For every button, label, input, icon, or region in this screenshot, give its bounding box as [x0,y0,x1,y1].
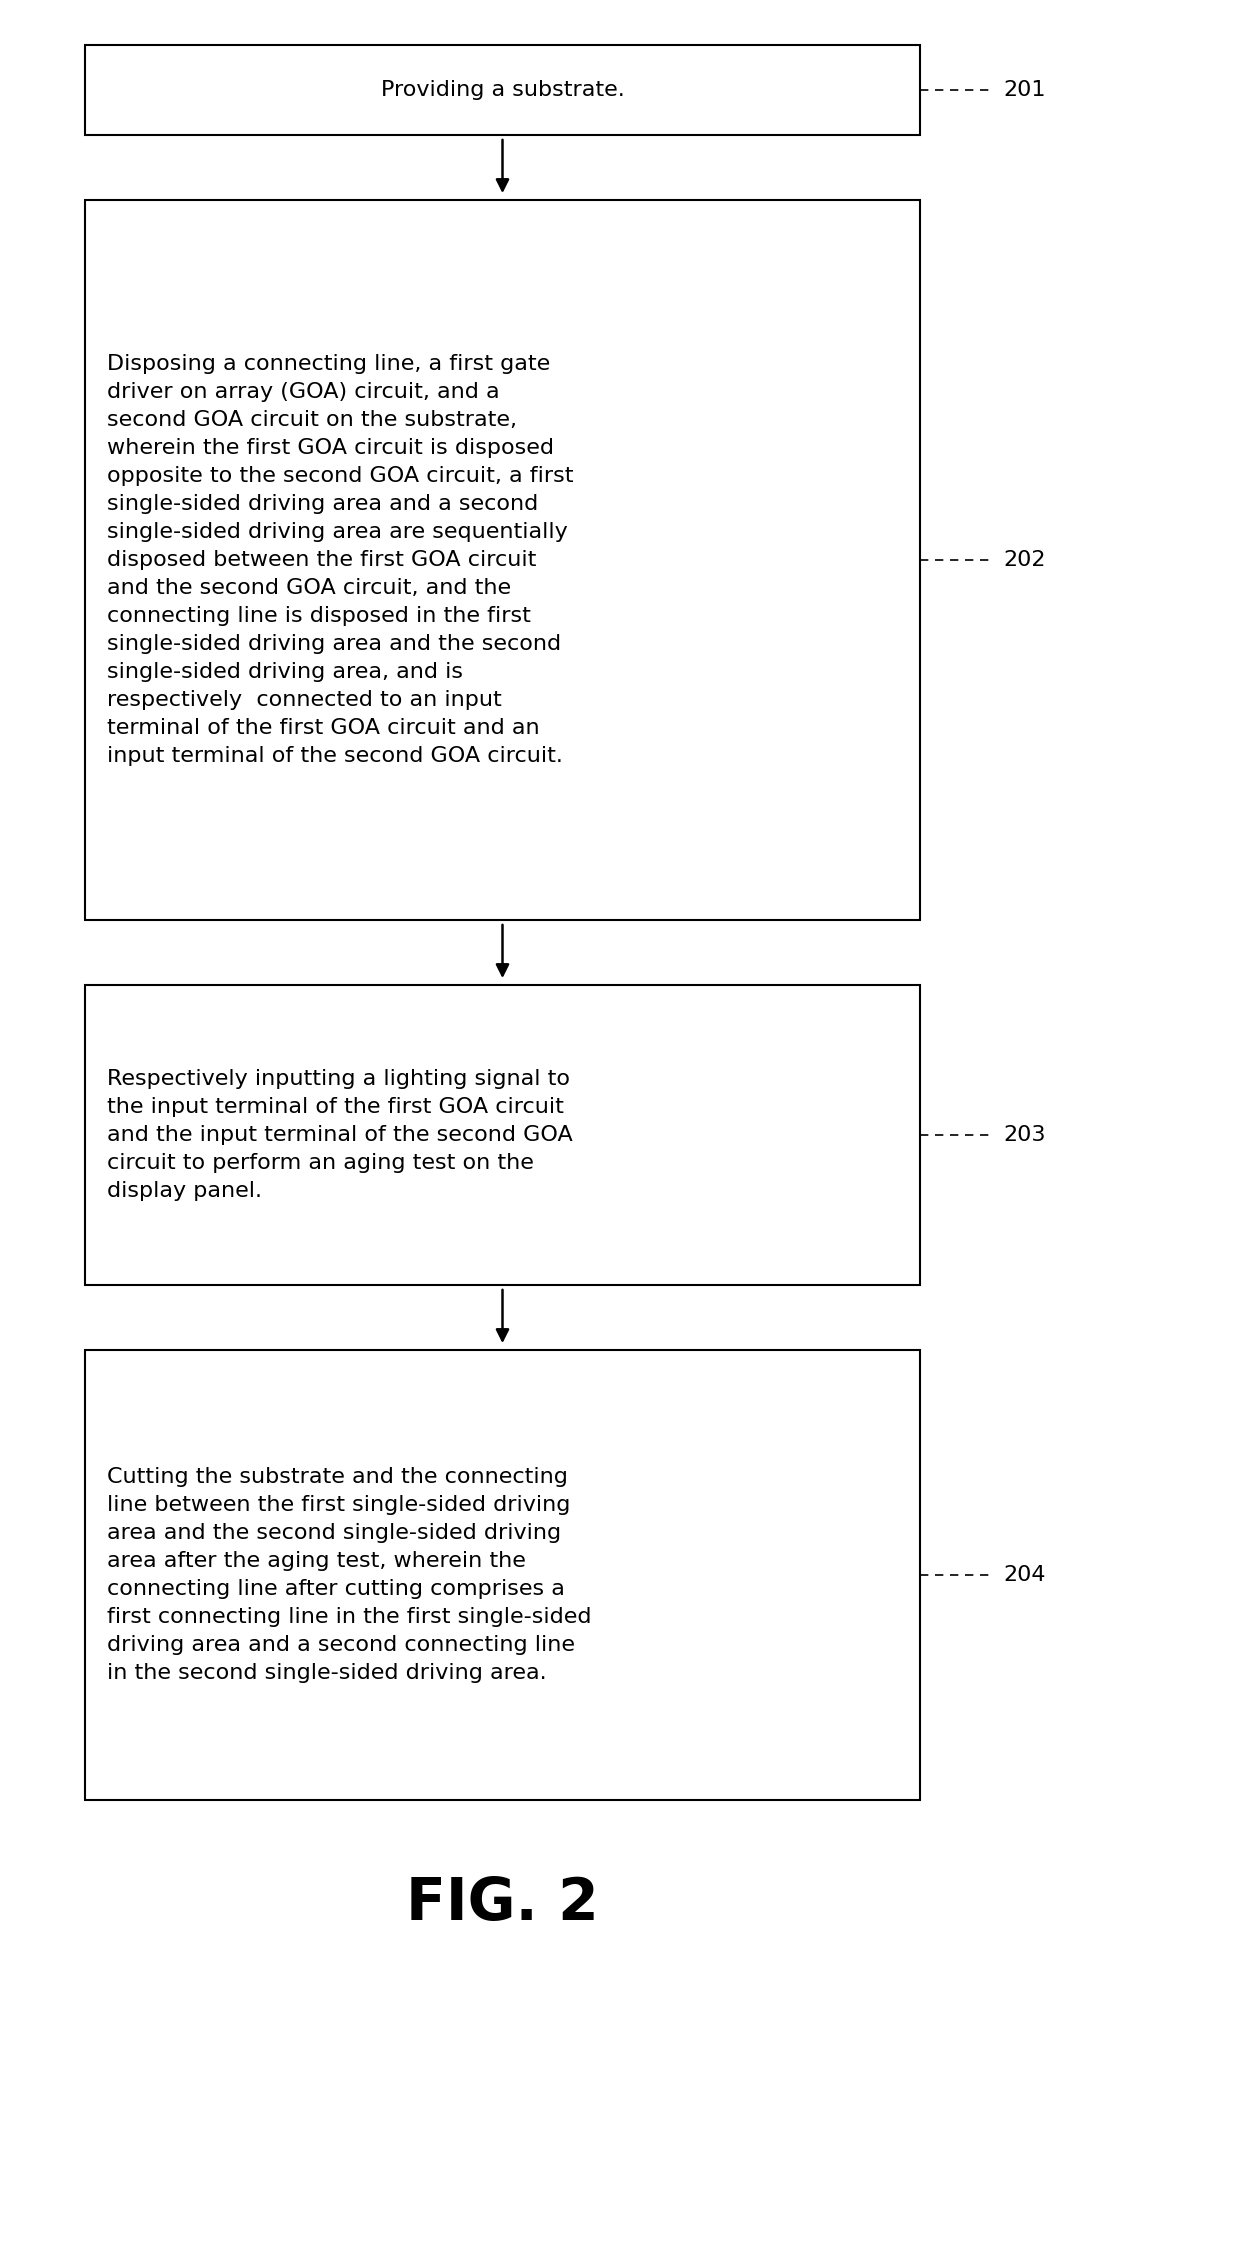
Bar [86,45,920,136]
Bar [86,199,920,921]
Text: 203: 203 [1003,1125,1045,1145]
Text: 204: 204 [1003,1566,1045,1584]
Text: Disposing a connecting line, a first gate
driver on array (GOA) circuit, and a
s: Disposing a connecting line, a first gat… [107,353,573,765]
Text: FIG. 2: FIG. 2 [407,1876,599,1933]
Text: Providing a substrate.: Providing a substrate. [381,79,625,100]
Bar [86,984,920,1285]
Text: Respectively inputting a lighting signal to
the input terminal of the first GOA : Respectively inputting a lighting signal… [107,1068,573,1202]
Bar [86,1351,920,1799]
Text: 202: 202 [1003,550,1045,570]
Text: 201: 201 [1003,79,1045,100]
Text: Cutting the substrate and the connecting
line between the first single-sided dri: Cutting the substrate and the connecting… [107,1466,591,1684]
